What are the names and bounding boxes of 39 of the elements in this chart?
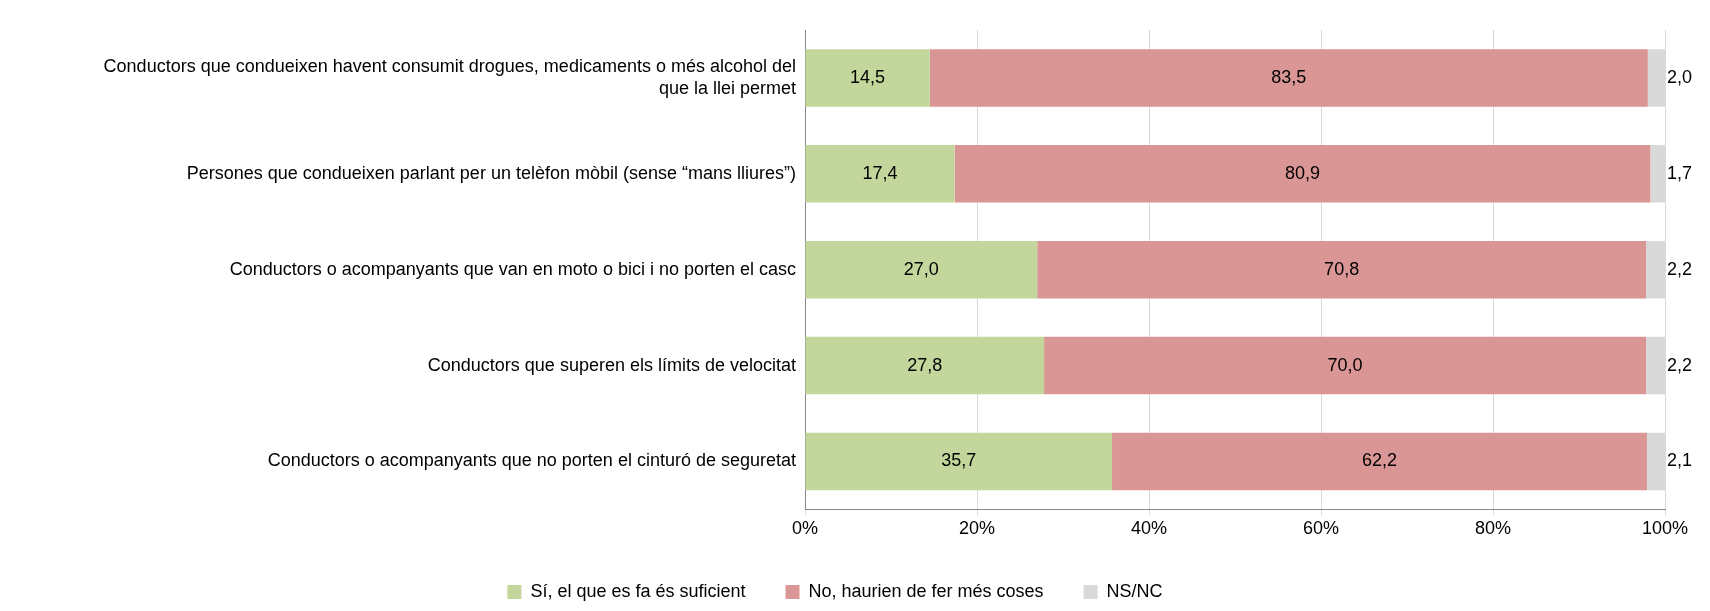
y-tick-label: Conductors que superen els límits de velocitat bbox=[427, 354, 796, 375]
data-label: 2,2 bbox=[1667, 258, 1693, 279]
data-label: 17,4 bbox=[862, 162, 898, 183]
x-tick-label: 0% bbox=[791, 518, 819, 539]
data-label: 70,8 bbox=[1324, 258, 1360, 279]
bar bbox=[805, 240, 1038, 299]
x-tick-label: 20% bbox=[958, 518, 996, 539]
bar bbox=[805, 49, 930, 107]
data-label: 27,0 bbox=[903, 258, 939, 279]
data-label: 83,5 bbox=[1271, 66, 1307, 87]
x-tick-label: 60% bbox=[1302, 518, 1340, 539]
data-label: 2,1 bbox=[1667, 450, 1693, 471]
data-label: 80,9 bbox=[1284, 162, 1321, 183]
data-label: 2,0 bbox=[1667, 66, 1693, 87]
bar bbox=[929, 49, 1648, 107]
data-label: 70,0 bbox=[1327, 354, 1363, 375]
data-label: 62,2 bbox=[1361, 450, 1397, 471]
legend-label: NS/NC bbox=[1106, 580, 1163, 601]
data-label: 2,2 bbox=[1667, 354, 1693, 375]
bar bbox=[805, 145, 955, 203]
data-label: 14,5 bbox=[850, 66, 886, 87]
y-tick-label: Conductors o acompanyants que no porten el cinturó de seguretat bbox=[267, 450, 796, 471]
x-tick-label: 100% bbox=[1641, 518, 1689, 539]
bar bbox=[805, 432, 1113, 491]
x-tick-label: 40% bbox=[1130, 518, 1168, 539]
x-tick-label: 80% bbox=[1474, 518, 1512, 539]
bar bbox=[1112, 432, 1647, 491]
bar bbox=[954, 145, 1651, 203]
y-tick-label: Conductors o acompanyants que van en moto o bici i no porten el casc bbox=[229, 258, 796, 279]
data-label: 27,8 bbox=[907, 354, 943, 375]
data-label: 1,7 bbox=[1667, 162, 1693, 183]
data-label: 35,7 bbox=[941, 450, 977, 471]
legend-label: No, haurien de fer més coses bbox=[808, 580, 1044, 601]
bar bbox=[1037, 240, 1647, 299]
bar bbox=[805, 336, 1045, 395]
y-tick-label: Conductors que condueixen havent consumit drogues, medicaments o més alcohol del que la llei permet bbox=[103, 56, 796, 98]
y-tick-label: Persones que condueixen parlant per un telèfon mòbil (sense “mans lliures”) bbox=[186, 162, 796, 183]
bar bbox=[1044, 336, 1647, 395]
legend-label: Sí, el que es fa és suficient bbox=[530, 580, 746, 601]
